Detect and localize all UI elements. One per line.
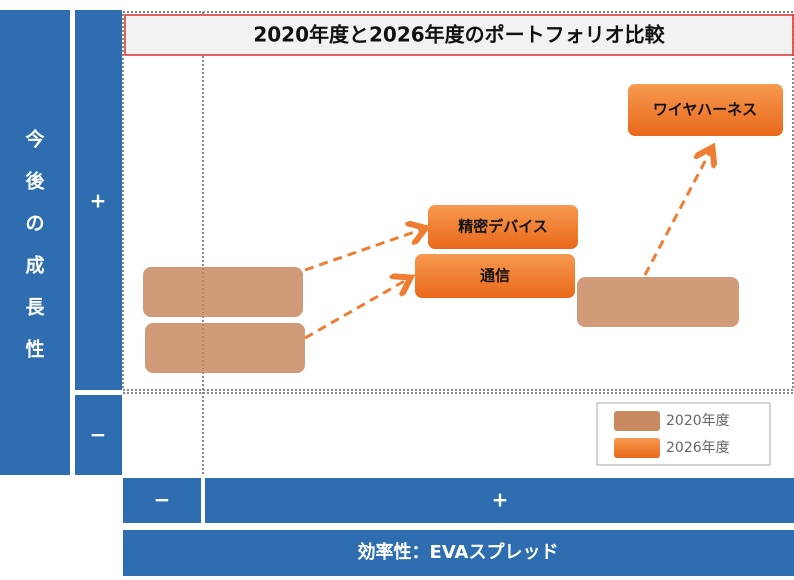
box-2020 (143, 267, 303, 317)
y-axis-char: 後 (25, 170, 45, 193)
y-axis-bar (0, 10, 70, 475)
legend-label: 2026年度 (666, 440, 730, 456)
box-label: ワイヤハーネス (653, 101, 757, 119)
box-2020 (577, 277, 739, 327)
x-minus-cell (123, 478, 201, 523)
box-label: 通信 (480, 267, 510, 285)
arrow (304, 279, 408, 340)
box-2026 (428, 205, 578, 249)
box-label: 精密デバイス (458, 218, 548, 236)
x-minus: − (154, 488, 171, 512)
legend-swatch (614, 411, 660, 431)
x-plus-cell (205, 478, 794, 523)
box-2020 (145, 323, 305, 373)
y-minus-cell (75, 395, 122, 475)
y-axis-char: 長 (25, 297, 45, 319)
y-axis-char: の (25, 213, 44, 235)
legend-swatch (614, 438, 660, 458)
title-box (124, 14, 794, 56)
title: 2020年度と2026年度のポートフォリオ比較 (253, 23, 665, 47)
x-axis-label: 効率性：EVAスプレッド (358, 541, 559, 563)
arrow (304, 229, 423, 272)
y-axis-char: 成 (25, 254, 44, 277)
y-axis-char: 性 (25, 338, 44, 361)
legend-label: 2020年度 (666, 413, 730, 429)
arrow (643, 150, 711, 276)
box-2026 (415, 254, 575, 298)
x-axis-bar (123, 530, 794, 576)
y-axis-char: 今 (24, 128, 44, 151)
x-plus: + (492, 488, 509, 512)
y-plus: + (90, 189, 107, 213)
box-2026 (628, 84, 783, 136)
y-plus-cell (75, 10, 122, 390)
y-minus: − (90, 423, 107, 447)
